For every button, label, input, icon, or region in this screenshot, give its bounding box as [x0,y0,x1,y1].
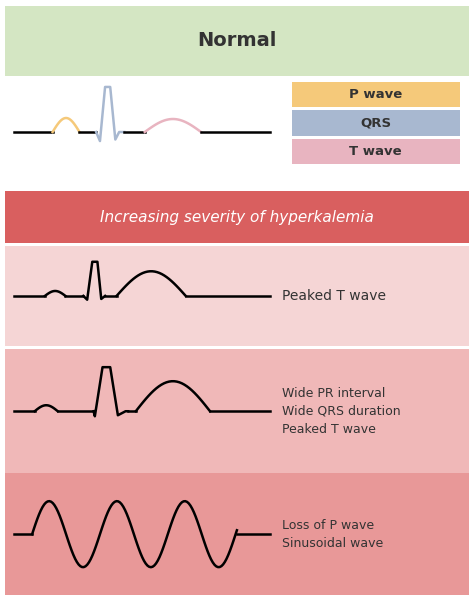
Text: T wave: T wave [349,145,402,158]
FancyBboxPatch shape [5,246,469,346]
FancyBboxPatch shape [292,139,460,164]
Text: Normal: Normal [197,32,277,50]
Text: Peaked T wave: Peaked T wave [282,423,376,436]
FancyBboxPatch shape [5,349,469,473]
FancyBboxPatch shape [5,76,469,188]
Text: Peaked T wave: Peaked T wave [282,289,386,303]
FancyBboxPatch shape [5,191,469,243]
Text: P wave: P wave [349,88,402,101]
Text: QRS: QRS [360,117,391,130]
FancyBboxPatch shape [5,473,469,595]
FancyBboxPatch shape [292,110,460,136]
FancyBboxPatch shape [5,6,469,76]
Text: Wide PR interval: Wide PR interval [282,387,385,399]
FancyBboxPatch shape [292,82,460,107]
Text: Increasing severity of hyperkalemia: Increasing severity of hyperkalemia [100,209,374,225]
Text: Sinusoidal wave: Sinusoidal wave [282,537,383,550]
Text: Loss of P wave: Loss of P wave [282,518,374,532]
Text: Wide QRS duration: Wide QRS duration [282,405,401,418]
